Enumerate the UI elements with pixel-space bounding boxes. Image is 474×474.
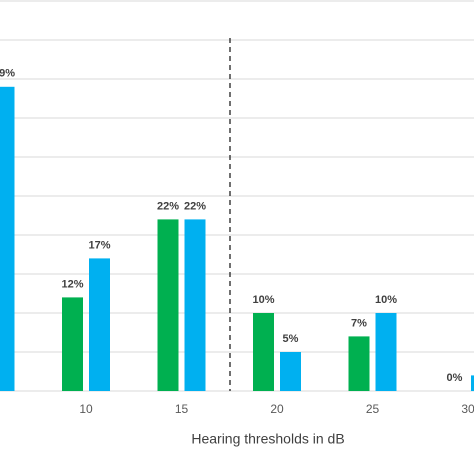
x-tick-label: 20 — [270, 402, 284, 416]
bar — [0, 86, 15, 392]
bar — [280, 352, 301, 391]
bar — [253, 313, 274, 391]
bar — [375, 313, 397, 391]
x-tick-label: 30 — [461, 402, 474, 416]
x-tick-label: 10 — [79, 402, 93, 416]
x-tick-label: 15 — [175, 402, 189, 416]
value-label: 0% — [447, 372, 463, 384]
value-label: 10% — [252, 294, 274, 306]
x-axis-title: Hearing thresholds in dB — [191, 431, 344, 447]
bar — [184, 219, 206, 391]
bar — [157, 219, 179, 391]
value-label: 39% — [0, 68, 15, 80]
value-label: 22% — [184, 200, 206, 212]
value-label: 7% — [351, 317, 367, 329]
bar — [62, 297, 83, 391]
bar — [348, 336, 370, 391]
value-label: 10% — [375, 294, 397, 306]
value-label: 5% — [283, 333, 299, 345]
value-label: 12% — [61, 278, 83, 290]
bar — [89, 258, 110, 391]
x-tick-label: 25 — [366, 402, 380, 416]
value-label: 17% — [88, 239, 110, 251]
value-label: 22% — [157, 200, 179, 212]
bar — [471, 375, 474, 391]
